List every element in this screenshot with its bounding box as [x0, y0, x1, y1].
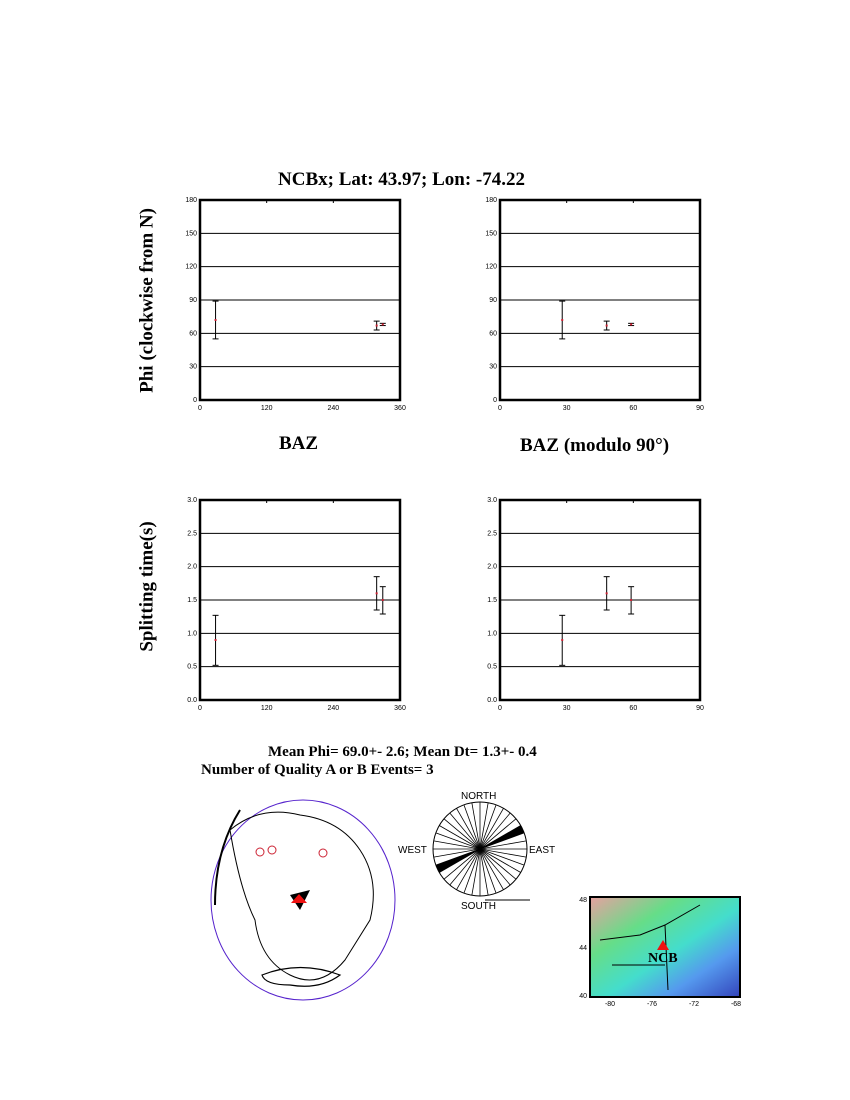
rose-filled-sector	[480, 825, 525, 849]
rose-diagram: NORTH SOUTH EAST WEST	[398, 791, 555, 912]
x-tick-label: 120	[261, 405, 273, 412]
chart-dt_baz: 0.0 0.5 1.0 1.5 2.0 2.5 3.0 0 120 240 360	[187, 497, 406, 712]
y-tick-label: 60	[189, 330, 197, 337]
y-tick-label: 2.5	[487, 530, 497, 537]
y-tick-label: 180	[485, 197, 497, 204]
y-tick-label: 0.5	[487, 664, 497, 671]
data-point	[381, 599, 384, 601]
global-event-map	[210, 799, 396, 1001]
y-tick-label: 1.5	[487, 597, 497, 604]
x-tick-label: 240	[327, 705, 339, 712]
station-triangle-icon	[657, 940, 669, 950]
x-tick-label: 0	[198, 405, 202, 412]
map-lat-tick: 48	[579, 897, 587, 904]
rose-label-west: WEST	[398, 845, 427, 856]
rose-spoke	[471, 802, 489, 896]
x-axis-label-baz: BAZ	[279, 433, 319, 454]
map-lon-tick: -80	[605, 1001, 615, 1008]
data-point	[630, 323, 633, 326]
chart-dt_baz_mod: 0.0 0.5 1.0 1.5 2.0 2.5 3.0 0 30 60 90	[487, 497, 704, 712]
data-point	[375, 592, 378, 595]
data-point	[561, 639, 564, 641]
y-tick-label: 30	[489, 364, 497, 371]
x-tick-label: 240	[327, 405, 339, 412]
y-tick-label: 0	[193, 397, 197, 404]
x-tick-label: 0	[498, 405, 502, 412]
x-tick-label: 30	[563, 705, 571, 712]
map-lat-tick: 44	[579, 945, 587, 952]
y-tick-label: 3.0	[487, 497, 497, 504]
y-tick-label: 1.0	[487, 630, 497, 637]
y-tick-label: 2.5	[187, 530, 197, 537]
y-tick-label: 2.0	[487, 564, 497, 571]
map-station-label: NCB	[648, 951, 678, 966]
x-tick-label: 360	[394, 705, 406, 712]
y-tick-label: 150	[185, 230, 197, 237]
data-point	[214, 319, 217, 321]
chart-phi_baz: 0 30 60 90 120 150 180 0 120 240 360	[185, 197, 406, 412]
y-tick-label: 90	[189, 297, 197, 304]
y-tick-label: 60	[489, 330, 497, 337]
rose-filled-sector	[435, 849, 480, 873]
chart-phi_baz_mod: 0 30 60 90 120 150 180 0 30 60 90	[485, 197, 704, 412]
map-lon-tick: -72	[689, 1001, 699, 1008]
x-tick-label: 120	[261, 705, 273, 712]
x-tick-label: 60	[629, 705, 637, 712]
data-point	[630, 599, 633, 601]
y-tick-label: 0	[493, 397, 497, 404]
x-tick-label: 0	[198, 705, 202, 712]
station-title: NCBx; Lat: 43.97; Lon: -74.22	[278, 169, 525, 190]
map-lon-tick: -68	[731, 1001, 741, 1008]
y-tick-label: 180	[185, 197, 197, 204]
station-triangle-icon	[291, 894, 307, 903]
data-point	[561, 319, 564, 321]
data-point	[605, 592, 608, 595]
x-tick-label: 360	[394, 405, 406, 412]
regional-map: NCB	[589, 896, 741, 998]
map-lat-tick: 40	[579, 993, 587, 1000]
y-tick-label: 90	[489, 297, 497, 304]
data-point	[605, 324, 608, 327]
rose-label-north: NORTH	[461, 791, 496, 802]
x-tick-label: 0	[498, 705, 502, 712]
regional-map-axes: 48 44 40 -80 -76 -72 -68	[579, 897, 741, 1008]
y-tick-label: 0.0	[487, 697, 497, 704]
x-tick-label: 30	[563, 405, 571, 412]
y-tick-label: 2.0	[187, 564, 197, 571]
y-tick-label: 120	[185, 264, 197, 271]
map-lon-tick: -76	[647, 1001, 657, 1008]
y-tick-label: 3.0	[187, 497, 197, 504]
x-tick-label: 60	[629, 405, 637, 412]
y-tick-label: 30	[189, 364, 197, 371]
rose-label-east: EAST	[529, 845, 555, 856]
y-tick-label: 0.5	[187, 664, 197, 671]
y-tick-label: 120	[485, 264, 497, 271]
y-tick-label: 0.0	[187, 697, 197, 704]
data-point	[214, 639, 217, 641]
x-tick-label: 90	[696, 705, 704, 712]
y-tick-label: 1.5	[187, 597, 197, 604]
plot-frame	[498, 498, 702, 702]
plot-frame	[198, 198, 402, 402]
plot-frame	[498, 198, 702, 402]
plot-frame	[198, 498, 402, 702]
rose-circle	[432, 801, 528, 897]
y-tick-label: 1.0	[187, 630, 197, 637]
rose-label-south: SOUTH	[461, 901, 496, 912]
data-point	[375, 324, 378, 327]
x-tick-label: 90	[696, 405, 704, 412]
y-tick-label: 150	[485, 230, 497, 237]
x-axis-label-baz-mod: BAZ (modulo 90°)	[520, 435, 670, 456]
data-point	[381, 323, 384, 326]
event-count: Number of Quality A or B Events= 3	[201, 762, 434, 778]
mean-summary: Mean Phi= 69.0+- 2.6; Mean Dt= 1.3+- 0.4	[268, 744, 537, 760]
